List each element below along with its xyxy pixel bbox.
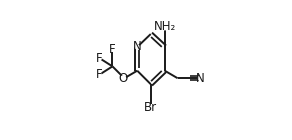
Text: O: O [119, 72, 128, 85]
Circle shape [97, 72, 101, 76]
Text: N: N [196, 72, 204, 85]
Text: N: N [133, 40, 142, 53]
Circle shape [147, 105, 154, 111]
Text: F: F [96, 52, 102, 65]
Circle shape [110, 47, 114, 51]
Circle shape [198, 76, 202, 80]
Circle shape [97, 56, 101, 60]
Circle shape [161, 23, 168, 30]
Text: F: F [96, 68, 102, 81]
Text: Br: Br [144, 101, 157, 114]
Text: NH₂: NH₂ [154, 20, 176, 33]
Text: F: F [109, 43, 116, 56]
Circle shape [135, 45, 139, 49]
Circle shape [121, 76, 126, 81]
